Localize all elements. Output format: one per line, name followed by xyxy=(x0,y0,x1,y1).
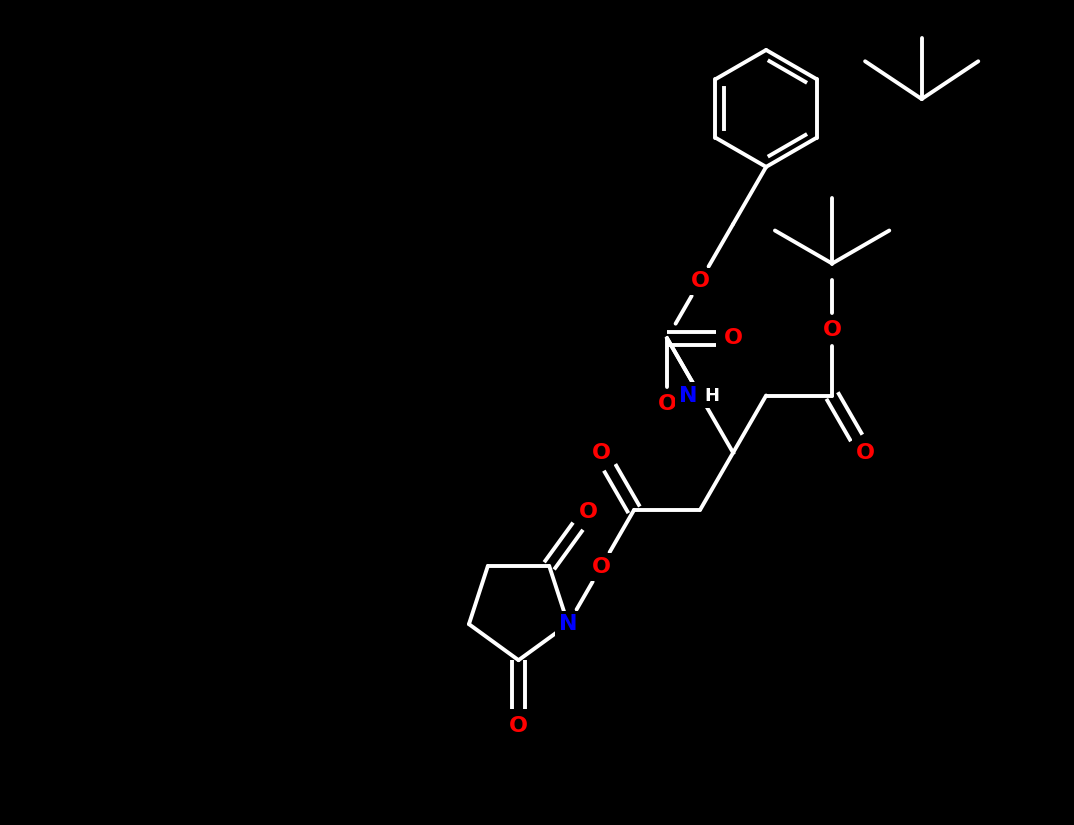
Text: O: O xyxy=(509,716,528,736)
Text: O: O xyxy=(691,271,710,291)
Text: N: N xyxy=(679,385,697,406)
Text: O: O xyxy=(823,319,842,340)
Text: O: O xyxy=(592,557,611,577)
Text: H: H xyxy=(705,387,720,404)
Text: N: N xyxy=(558,614,578,634)
Text: O: O xyxy=(592,443,611,463)
Text: O: O xyxy=(856,443,874,463)
Text: N: N xyxy=(558,614,578,634)
Text: O: O xyxy=(579,502,597,522)
Text: O: O xyxy=(724,328,742,348)
Text: O: O xyxy=(657,394,677,414)
